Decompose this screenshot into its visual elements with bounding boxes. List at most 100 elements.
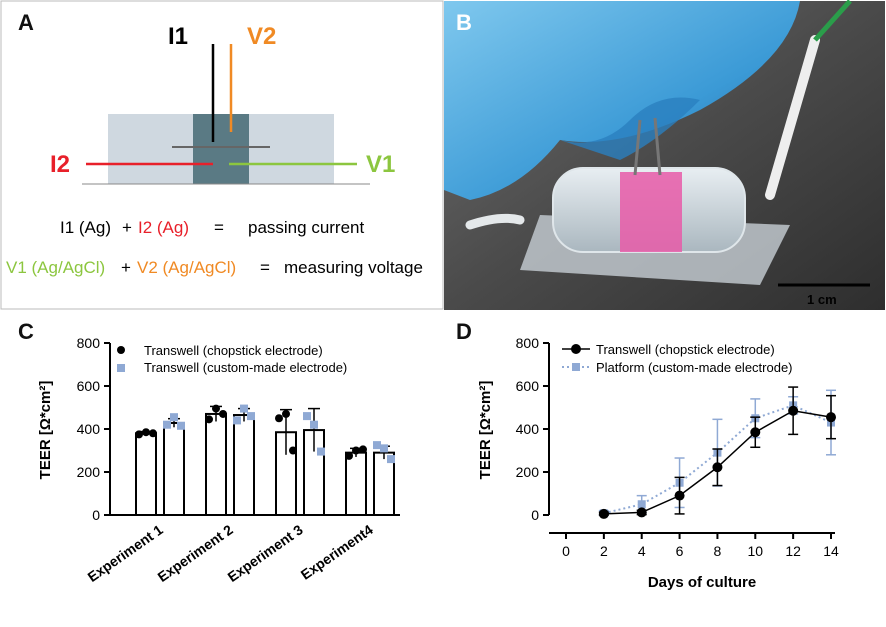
chart-c-point [282,409,290,418]
chart-c-legend-label-1: Transwell (custom-made electrode) [144,360,347,375]
chart-c-bar [163,421,185,517]
chart-c-bar [345,451,367,516]
eq1-result: passing current [248,218,365,237]
chart-d-ytick-label: 600 [516,378,540,394]
chart-d-point [826,412,836,423]
panel-c: C TEER [Ω*cm²] 0 200 400 600 800 Experiment … [18,319,400,585]
panel-d: D TEER [Ω*cm²] Days of culture 020040060… [456,319,839,591]
left-probe [465,213,525,230]
chart-c-point [149,429,157,438]
chart-c-point [345,451,353,460]
chart-d-legend-label-0: Transwell (chopstick electrode) [596,342,775,357]
chart-d-ytick-label: 200 [516,464,540,480]
label-i2: I2 [50,151,70,178]
chart-c-legend-marker-0 [117,346,125,354]
label-v1: V1 [366,151,395,178]
chopstick-wire-2 [653,117,662,176]
eq2-v2: V2 (Ag/AgCl) [137,258,236,277]
chart-c-point [219,409,227,418]
eq2-equals: = [260,258,270,277]
chart-c-category-label: Experiment 3 [225,521,306,585]
chart-c-point [317,447,325,456]
chart-c-ytick-label: 200 [77,464,101,480]
eq2-result: measuring voltage [284,258,423,277]
glove-finger [560,97,700,160]
chart-c-legend-marker-1 [117,364,125,372]
pink-channel [620,172,682,252]
eq1-i1: I1 (Ag) [60,218,111,237]
chart-c-point [247,412,255,421]
chart-c-ytick-label: 0 [92,507,100,523]
chart-c-ylabel: TEER [Ω*cm²] [37,381,54,480]
chart-d-legend-marker-1 [572,363,580,371]
chart-c-point [135,430,143,439]
chart-c-point [233,416,241,425]
eq1-plus: + [122,218,132,237]
chart-d-legend-marker-0 [571,344,581,354]
green-cable [813,0,852,42]
panel-label-b: B [456,10,472,35]
chart-c-bar [135,432,157,516]
chart-d-ytick-label: 0 [531,507,539,523]
transwell-insert [193,114,249,184]
eq2-v1: V1 (Ag/AgCl) [6,258,105,277]
chart-c-point [142,428,150,437]
label-i1: I1 [168,23,188,50]
chart-d-ylabel: TEER [Ω*cm²] [477,381,494,480]
eq1-i2: I2 (Ag) [138,218,189,237]
chart-d-legend-label-1: Platform (custom-made electrode) [596,360,793,375]
chart-c-point [387,455,395,464]
chart-c-legend-label-0: Transwell (chopstick electrode) [144,343,323,358]
chart-d-xtick-label: 0 [562,543,570,559]
chart-c-point [177,421,185,430]
chart-d-xtick-label: 6 [676,543,684,559]
chart-c-point [310,420,318,429]
panel-b: 1 cm B [444,0,885,310]
chart-c-ytick-label: 600 [77,378,101,394]
chart-c-point [289,446,297,455]
chart-c-point [303,412,311,421]
chart-c-ytick-label: 400 [77,421,101,437]
chart-c-point [212,404,220,413]
chart-d-point [674,490,685,501]
chart-c-point [373,441,381,450]
chart-d-point [637,500,646,509]
chopstick-wire-1 [633,119,642,176]
chart-c-point [352,446,360,455]
eq2-plus: + [121,258,131,277]
chart-d-xlabel: Days of culture [648,574,756,591]
chart-c-point [380,444,388,453]
chart-c-category-label: Experiment 1 [85,521,166,585]
chart-d-xtick-label: 10 [747,543,763,559]
panel-label-c: C [18,319,34,344]
chart-d-point [598,508,609,519]
chart-d-point [636,507,647,518]
panel-label-a: A [18,10,34,35]
chart-c-ytick-label: 800 [77,335,101,351]
panel-a: A I1 V2 I2 V1 I1 (Ag) + I2 (Ag) = passin… [0,0,444,310]
chart-c-bar [233,414,255,516]
chart-c-category-label: Experiment4 [298,521,376,582]
chart-d-ytick-label: 800 [516,335,540,351]
chart-c-point [275,414,283,423]
chart-d-xtick-label: 12 [785,543,801,559]
chart-c-point [240,404,248,413]
chart-d-point [712,462,723,473]
label-v2: V2 [247,23,276,50]
chart-d-xtick-label: 8 [714,543,722,559]
scale-bar-label: 1 cm [807,292,837,307]
chart-d-point [788,405,799,416]
glove-shape [444,1,800,200]
chart-c-point [163,420,171,429]
eq1-equals: = [214,218,224,237]
chart-d-xtick-label: 14 [823,543,839,559]
chart-d-ytick-label: 400 [516,421,540,437]
chart-c-bar [205,412,227,517]
chart-d-point [750,427,761,438]
chart-c-point [205,415,213,424]
chart-d-xtick-label: 4 [638,543,646,559]
chart-c-category-label: Experiment 2 [155,521,236,585]
panel-label-d: D [456,319,472,344]
